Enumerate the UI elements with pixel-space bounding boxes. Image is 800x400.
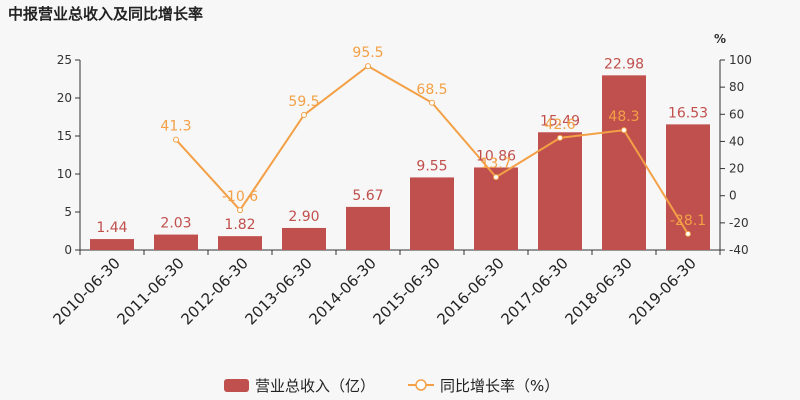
bar[interactable] <box>346 206 390 250</box>
bar[interactable] <box>90 239 134 250</box>
bar-value-label: 5.67 <box>352 188 383 204</box>
legend-marker <box>415 379 427 391</box>
x-tick-label: 2015-06-30 <box>369 254 443 328</box>
bar-value-label: 15.49 <box>540 113 580 129</box>
growth-rate-point[interactable] <box>493 174 499 181</box>
x-tick-label: 2010-06-30 <box>49 254 123 328</box>
legend-label-growth: 同比增长率（%） <box>440 377 559 395</box>
bar[interactable] <box>282 227 326 250</box>
x-tick-label: 2016-06-30 <box>433 254 507 328</box>
bar[interactable] <box>474 167 518 250</box>
x-tick-label: 2013-06-30 <box>241 254 315 328</box>
legend-label-revenue: 营业总收入（亿） <box>255 377 375 395</box>
left-y-tick-label: 25 <box>57 53 72 67</box>
bar-value-label: 1.44 <box>96 220 127 236</box>
right-y-tick-label: 0 <box>729 189 737 203</box>
growth-rate-point[interactable] <box>621 127 627 134</box>
x-tick-label: 2019-06-30 <box>625 254 699 328</box>
growth-rate-point[interactable] <box>365 63 371 70</box>
left-y-tick-label: 10 <box>57 167 72 181</box>
legend-item-revenue[interactable]: 营业总收入（亿） <box>224 377 375 395</box>
x-tick-label: 2012-06-30 <box>177 254 251 328</box>
right-y-tick-label: 40 <box>729 134 744 148</box>
x-tick-label: 2011-06-30 <box>113 254 187 328</box>
legend: 营业总收入（亿） 同比增长率（%） <box>224 377 559 395</box>
plot-area: 0510152025-40-200204060801002010-06-3020… <box>49 45 751 328</box>
bar-value-label: 16.53 <box>668 105 708 121</box>
legend-item-growth[interactable]: 同比增长率（%） <box>408 377 559 395</box>
bar[interactable] <box>538 132 582 250</box>
right-y-tick-label: 80 <box>729 80 744 94</box>
line-value-label: 95.5 <box>352 45 383 61</box>
bar[interactable] <box>218 236 262 250</box>
left-y-tick-label: 0 <box>64 243 72 257</box>
left-y-tick-label: 20 <box>57 91 72 105</box>
growth-rate-point[interactable] <box>557 134 563 141</box>
bar-value-label: 9.55 <box>416 158 447 174</box>
bar[interactable] <box>666 124 710 250</box>
line-value-label: 68.5 <box>416 82 447 98</box>
left-y-tick-label: 15 <box>57 129 72 143</box>
line-value-label: 13.7 <box>480 156 511 172</box>
bar-value-label: 2.90 <box>288 209 319 225</box>
line-value-label: 41.3 <box>160 119 191 135</box>
right-axis-unit: % <box>714 32 726 46</box>
bar-value-label: 1.82 <box>224 217 255 233</box>
right-y-tick-label: -40 <box>729 243 749 257</box>
bar-value-label: 2.03 <box>160 216 191 232</box>
right-y-tick-label: -20 <box>729 216 749 230</box>
x-tick-label: 2017-06-30 <box>497 254 571 328</box>
line-value-label: 48.3 <box>608 109 639 125</box>
chart-title: 中报营业总收入及同比增长率 <box>8 5 203 23</box>
growth-rate-point[interactable] <box>685 230 691 237</box>
x-tick-label: 2018-06-30 <box>561 254 635 328</box>
bar[interactable] <box>410 177 454 250</box>
bar[interactable] <box>154 234 198 250</box>
growth-rate-point[interactable] <box>301 111 307 118</box>
line-value-label: 59.5 <box>288 94 319 110</box>
growth-rate-point[interactable] <box>237 207 243 214</box>
line-value-label: -28.1 <box>670 213 706 229</box>
growth-rate-point[interactable] <box>173 136 179 143</box>
left-y-tick-label: 5 <box>64 205 72 219</box>
bar-value-label: 10.86 <box>476 148 516 164</box>
bar[interactable] <box>602 75 646 251</box>
x-tick-label: 2014-06-30 <box>305 254 379 328</box>
line-value-label: -10.6 <box>222 189 258 205</box>
growth-rate-point[interactable] <box>429 99 435 106</box>
right-y-tick-label: 60 <box>729 107 744 121</box>
legend-bar-swatch <box>224 379 249 392</box>
bar-value-label: 22.98 <box>604 56 644 72</box>
right-y-tick-label: 20 <box>729 162 744 176</box>
right-y-tick-label: 100 <box>729 53 752 67</box>
line-value-label: 42.6 <box>544 117 575 133</box>
